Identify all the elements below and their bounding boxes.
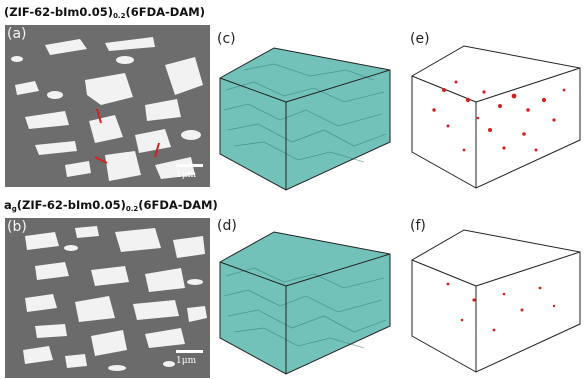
scale-label-b: 1μm [176, 356, 197, 366]
row2-title-prefix-sub: g [11, 205, 17, 213]
row1-title-sub: 0.2 [113, 12, 126, 20]
panel-label-e: (e) [410, 31, 430, 47]
reconstruction-d-render [219, 231, 391, 375]
scale-label-a: 1μm [176, 170, 197, 180]
row2-title-main: (ZIF-62-bIm0.05) [16, 198, 126, 212]
panel-label-d: (d) [217, 218, 237, 234]
row1-title-main: (ZIF-62-bIm0.05) [4, 5, 114, 19]
void-box-f [404, 214, 586, 376]
sem-a-particles [5, 25, 210, 187]
row1-title: (ZIF-62-bIm0.05)0.2(6FDA-DAM) [4, 5, 205, 20]
void-e-render [411, 45, 581, 189]
panel-label-b: (b) [7, 219, 27, 235]
panel-label-a: (a) [7, 26, 27, 42]
sem-b-particles [5, 218, 210, 378]
row2-title: ag(ZIF-62-bIm0.05)0.2(6FDA-DAM) [4, 198, 218, 213]
row2-title-rest: (6FDA-DAM) [138, 198, 218, 212]
row2-title-sub: 0.2 [125, 205, 139, 213]
row1-title-rest: (6FDA-DAM) [125, 5, 205, 19]
panel-label-c: (c) [217, 31, 236, 47]
reconstruction-box-c [214, 30, 398, 192]
panel-label-f: (f) [410, 218, 426, 234]
void-box-e [404, 30, 586, 192]
reconstruction-box-d [214, 214, 398, 376]
row2-title-prefix: a [4, 198, 12, 212]
scale-bar-a [176, 164, 203, 167]
sem-image-b [5, 218, 210, 378]
scale-bar-b [176, 350, 203, 353]
void-f-render [411, 229, 581, 373]
sem-image-a [5, 25, 210, 187]
reconstruction-c-render [219, 47, 391, 191]
